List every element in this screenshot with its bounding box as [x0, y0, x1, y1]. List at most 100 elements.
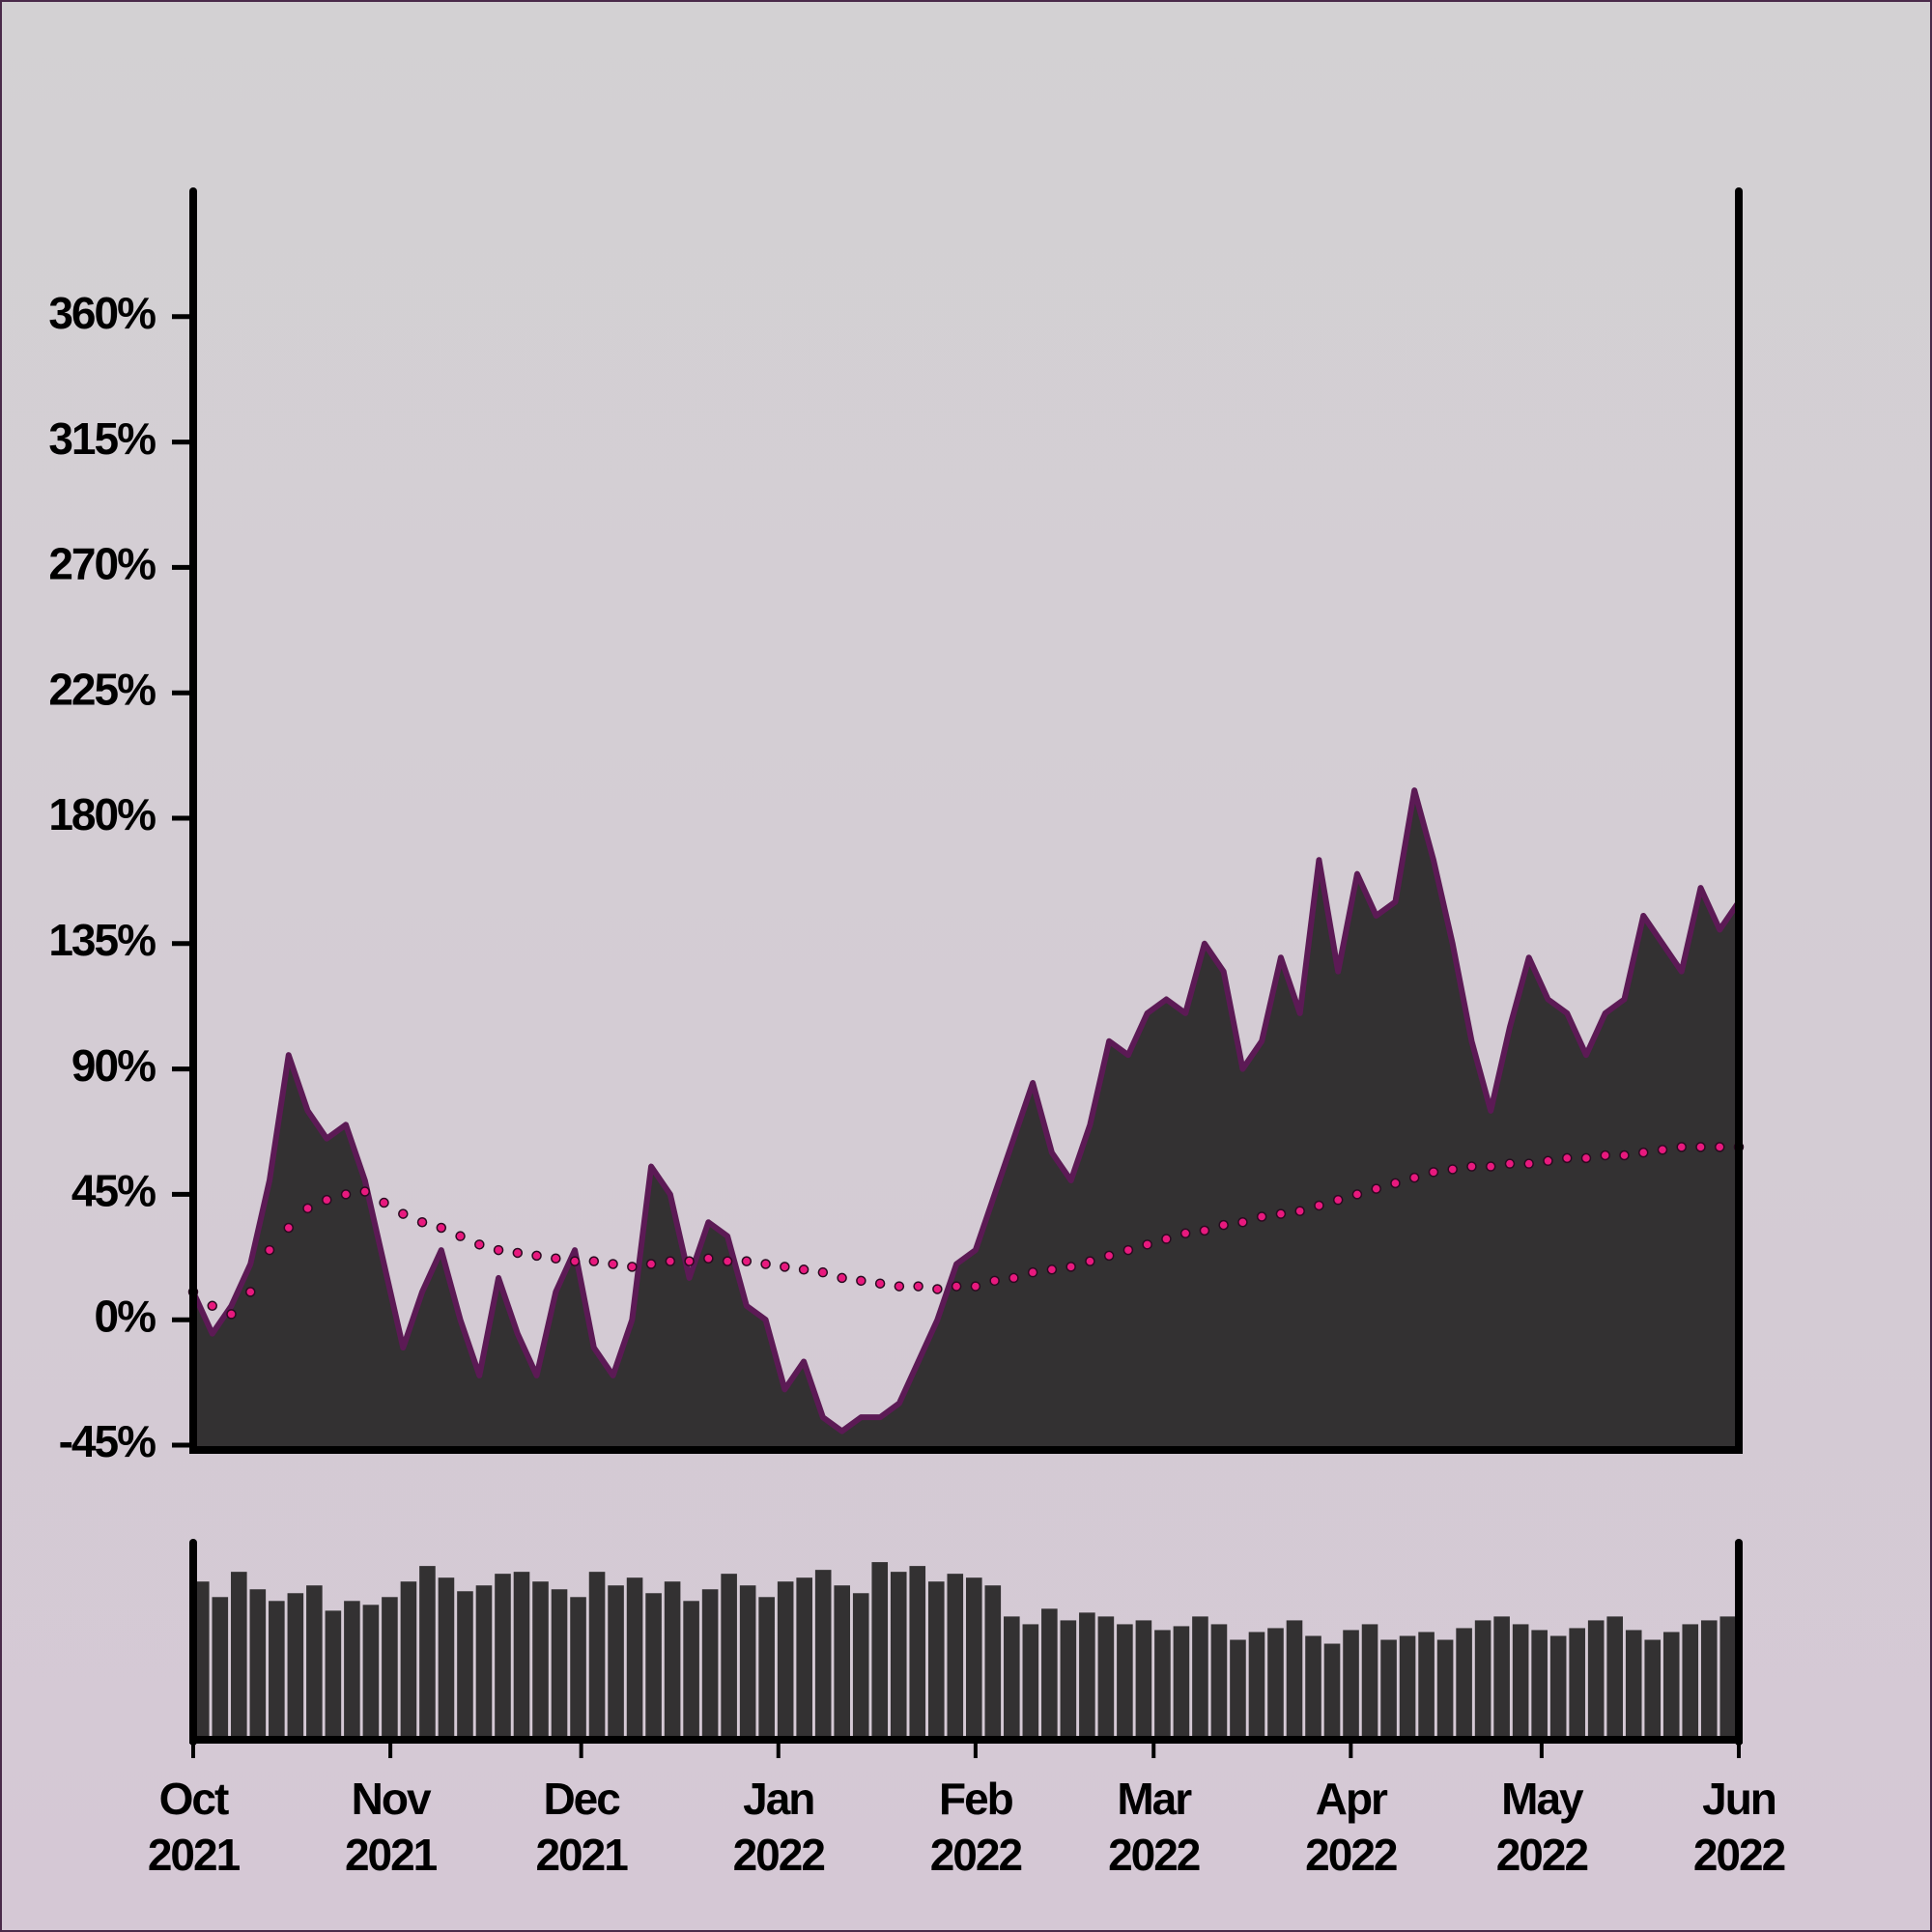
moving-average-dot [951, 1281, 962, 1292]
volume-bar [1210, 1624, 1228, 1737]
moving-average-dot [608, 1259, 618, 1269]
moving-average-dot [1256, 1211, 1267, 1222]
volume-bar [551, 1589, 568, 1737]
moving-average-dot [1619, 1150, 1630, 1161]
y-tick-label: 270% [48, 539, 156, 589]
volume-bar [1569, 1628, 1585, 1737]
volume-bar [814, 1570, 832, 1737]
volume-bar [457, 1591, 473, 1737]
volume-bar [400, 1581, 417, 1737]
volume-bar [212, 1597, 229, 1737]
volume-bar [909, 1566, 926, 1737]
volume-bar [1549, 1635, 1567, 1737]
price-line [190, 787, 1742, 1435]
moving-average-dot [856, 1275, 867, 1287]
volume-bar [1267, 1628, 1284, 1737]
volume-bar [1493, 1616, 1510, 1737]
volume-bar [890, 1572, 907, 1737]
moving-average-dot [379, 1197, 389, 1208]
moving-average-dot [1046, 1264, 1058, 1275]
moving-average-dot [264, 1244, 275, 1256]
volume-bar [1323, 1643, 1341, 1737]
volume-bar [588, 1572, 606, 1737]
volume-bar [193, 1581, 210, 1737]
y-tick-label: 45% [71, 1166, 156, 1216]
volume-bar [1286, 1620, 1303, 1737]
moving-average-dot [760, 1259, 771, 1269]
volume-bar [475, 1585, 493, 1737]
volume-bar [1644, 1639, 1662, 1737]
moving-average-dot [970, 1281, 981, 1292]
moving-average-dot [1637, 1147, 1649, 1158]
volume-bar [1004, 1616, 1020, 1737]
moving-average-dot [1179, 1228, 1191, 1239]
volume-bar [1343, 1630, 1359, 1737]
y-tick-label: 90% [71, 1040, 156, 1091]
volume-bar [626, 1577, 643, 1737]
moving-average-dot [436, 1222, 447, 1234]
volume-bar [1436, 1639, 1454, 1737]
moving-average-dot [302, 1203, 313, 1214]
volume-bar [1361, 1624, 1378, 1737]
moving-average-dot [1065, 1262, 1076, 1272]
moving-average-dot [1428, 1167, 1439, 1178]
moving-average-dot [780, 1262, 790, 1272]
moving-average-dot [913, 1281, 923, 1292]
moving-average-dot [1657, 1144, 1668, 1155]
x-tick-label: Apr 2022 [1305, 1774, 1397, 1880]
moving-average-dot [1714, 1142, 1725, 1152]
moving-average-dot [1351, 1189, 1363, 1200]
volume-bar [1700, 1620, 1718, 1737]
y-tick-label: 360% [48, 288, 156, 338]
volume-bar [438, 1577, 455, 1737]
volume-bar [362, 1605, 380, 1737]
moving-average-dot [1543, 1155, 1553, 1167]
moving-average-dot [1027, 1266, 1038, 1278]
volume-bar [947, 1574, 964, 1737]
volume-bar [325, 1610, 342, 1737]
moving-average-dot [1332, 1194, 1344, 1206]
moving-average-dot [684, 1256, 695, 1266]
volume-bar [513, 1572, 530, 1737]
volume-bar [1531, 1630, 1548, 1737]
volume-bar [1248, 1632, 1265, 1737]
volume-bar [645, 1593, 662, 1737]
moving-average-dot [416, 1216, 428, 1228]
y-tick-label: 225% [48, 664, 156, 714]
moving-average-dot [340, 1189, 352, 1200]
volume-bar [1682, 1624, 1699, 1737]
volume-bar [1192, 1616, 1208, 1737]
x-tick-label: Jan 2022 [733, 1774, 825, 1880]
moving-average-dot [1485, 1161, 1496, 1172]
volume-bar [739, 1585, 756, 1737]
moving-average-dot [474, 1239, 485, 1250]
moving-average-dot [1676, 1142, 1687, 1152]
moving-average-dot [817, 1266, 829, 1278]
volume-bar [1474, 1620, 1492, 1737]
moving-average-dot [493, 1244, 504, 1256]
y-tick-label: 0% [95, 1291, 156, 1341]
x-tick-label: Jun 2022 [1693, 1774, 1785, 1880]
volume-bar [1079, 1612, 1095, 1737]
moving-average-dot [798, 1264, 810, 1275]
volume-bar [852, 1593, 869, 1737]
y-tick-label: 135% [48, 915, 156, 965]
x-tick-label: Dec 2021 [535, 1774, 628, 1880]
moving-average-dot [1504, 1158, 1516, 1169]
volume-bar [1022, 1624, 1039, 1737]
moving-average-dot [455, 1231, 466, 1241]
moving-average-dot [359, 1186, 371, 1197]
volume-bar [1380, 1639, 1397, 1737]
volume-bar [344, 1601, 360, 1737]
volume-bar [382, 1597, 398, 1737]
moving-average-dot [722, 1256, 733, 1266]
volume-bar [1097, 1616, 1115, 1737]
moving-average-dot [1275, 1208, 1287, 1219]
x-tick-label: Oct 2021 [148, 1774, 241, 1880]
volume-bar [532, 1581, 549, 1737]
moving-average-dot [226, 1309, 237, 1320]
volume-bar [664, 1581, 681, 1737]
moving-average-dot [989, 1275, 1000, 1287]
